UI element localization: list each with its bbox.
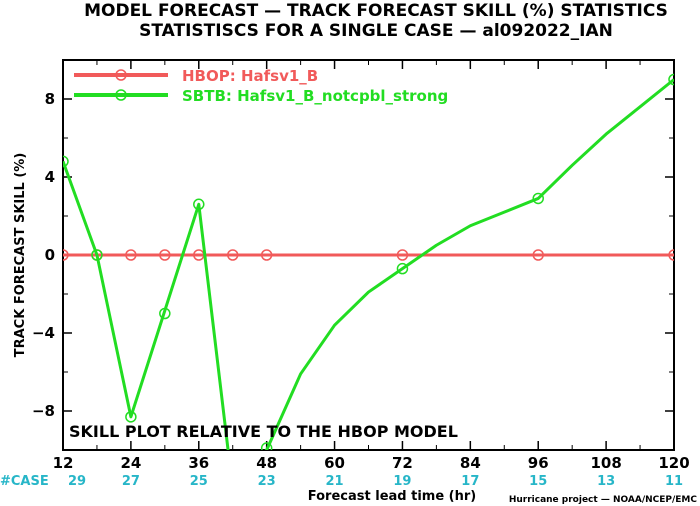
- series-point-0: [159, 249, 171, 261]
- case-count: 29: [68, 474, 86, 489]
- case-row-label: #CASE: [0, 474, 49, 489]
- y-tick-label: 8: [45, 90, 55, 108]
- legend-marker-sbtb: [115, 89, 127, 101]
- x-tick-label: 36: [188, 454, 209, 472]
- series-point-0: [260, 249, 273, 261]
- case-count: 21: [326, 474, 344, 489]
- x-tick-label: 96: [528, 454, 549, 472]
- series-point-1: [159, 307, 171, 320]
- x-tick-label: 120: [658, 454, 689, 472]
- x-axis-title: Forecast lead time (hr): [308, 489, 476, 504]
- chart-title: MODEL FORECAST — TRACK FORECAST SKILL (%…: [84, 1, 668, 21]
- series-point-1: [91, 249, 103, 261]
- series-point-1: [63, 155, 69, 168]
- legend-label-sbtb: SBTB: Hafsv1_B_notcpbl_strong: [182, 87, 448, 105]
- legend-marker-hbop: [115, 69, 127, 81]
- series-point-1: [125, 411, 137, 423]
- case-count: 13: [597, 474, 615, 489]
- x-tick-label: 60: [324, 454, 345, 472]
- case-count: 15: [529, 474, 547, 489]
- series-point-0: [63, 249, 69, 261]
- case-count: 19: [393, 474, 411, 489]
- series-point-1: [193, 198, 205, 211]
- skill-annotation: SKILL PLOT RELATIVE TO THE HBOP MODEL: [69, 422, 458, 441]
- y-tick-label: −8: [32, 402, 55, 420]
- series-point-0: [396, 249, 409, 261]
- series-layer: [63, 73, 674, 465]
- series-point-0: [125, 249, 137, 261]
- y-tick-label: −4: [32, 324, 55, 342]
- y-tick-label: 0: [45, 246, 55, 264]
- series-line-1: [63, 78, 674, 450]
- series-point-1: [396, 262, 409, 275]
- case-count: 23: [258, 474, 276, 489]
- x-tick-label: 12: [53, 454, 74, 472]
- case-count: 11: [665, 474, 683, 489]
- credit-note: Hurricane project — NOAA/NCEP/EMC: [509, 495, 698, 505]
- x-tick-label: 84: [460, 454, 481, 472]
- series-point-1: [668, 73, 674, 86]
- legend-label-hbop: HBOP: Hafsv1_B: [182, 67, 318, 85]
- series-point-0: [226, 249, 239, 261]
- series-point-0: [532, 249, 544, 261]
- x-tick-label: 72: [392, 454, 413, 472]
- chart-subtitle: STATISTISCS FOR A SINGLE CASE — al092022…: [139, 21, 613, 41]
- x-tick-label: 48: [256, 454, 277, 472]
- case-count: 17: [461, 474, 479, 489]
- series-point-1: [260, 442, 273, 450]
- x-tick-label: 108: [590, 454, 621, 472]
- case-count: 25: [190, 474, 208, 489]
- x-tick-label: 24: [120, 454, 141, 472]
- x-axis-ticks: 12 24 36 48 60 72 84 96 108 120: [53, 60, 690, 472]
- case-count: 27: [122, 474, 140, 489]
- y-axis-title: TRACK FORECAST SKILL (%): [13, 153, 28, 358]
- series-point-1: [228, 455, 238, 465]
- y-tick-label: 4: [45, 168, 55, 186]
- legend: HBOP: Hafsv1_B SBTB: Hafsv1_B_notcpbl_st…: [74, 67, 448, 105]
- series-point-1: [532, 192, 544, 205]
- case-count-row: #CASE 29 27 25 23 21 19 17 15 13 11: [0, 474, 683, 489]
- series-point-0: [668, 249, 674, 261]
